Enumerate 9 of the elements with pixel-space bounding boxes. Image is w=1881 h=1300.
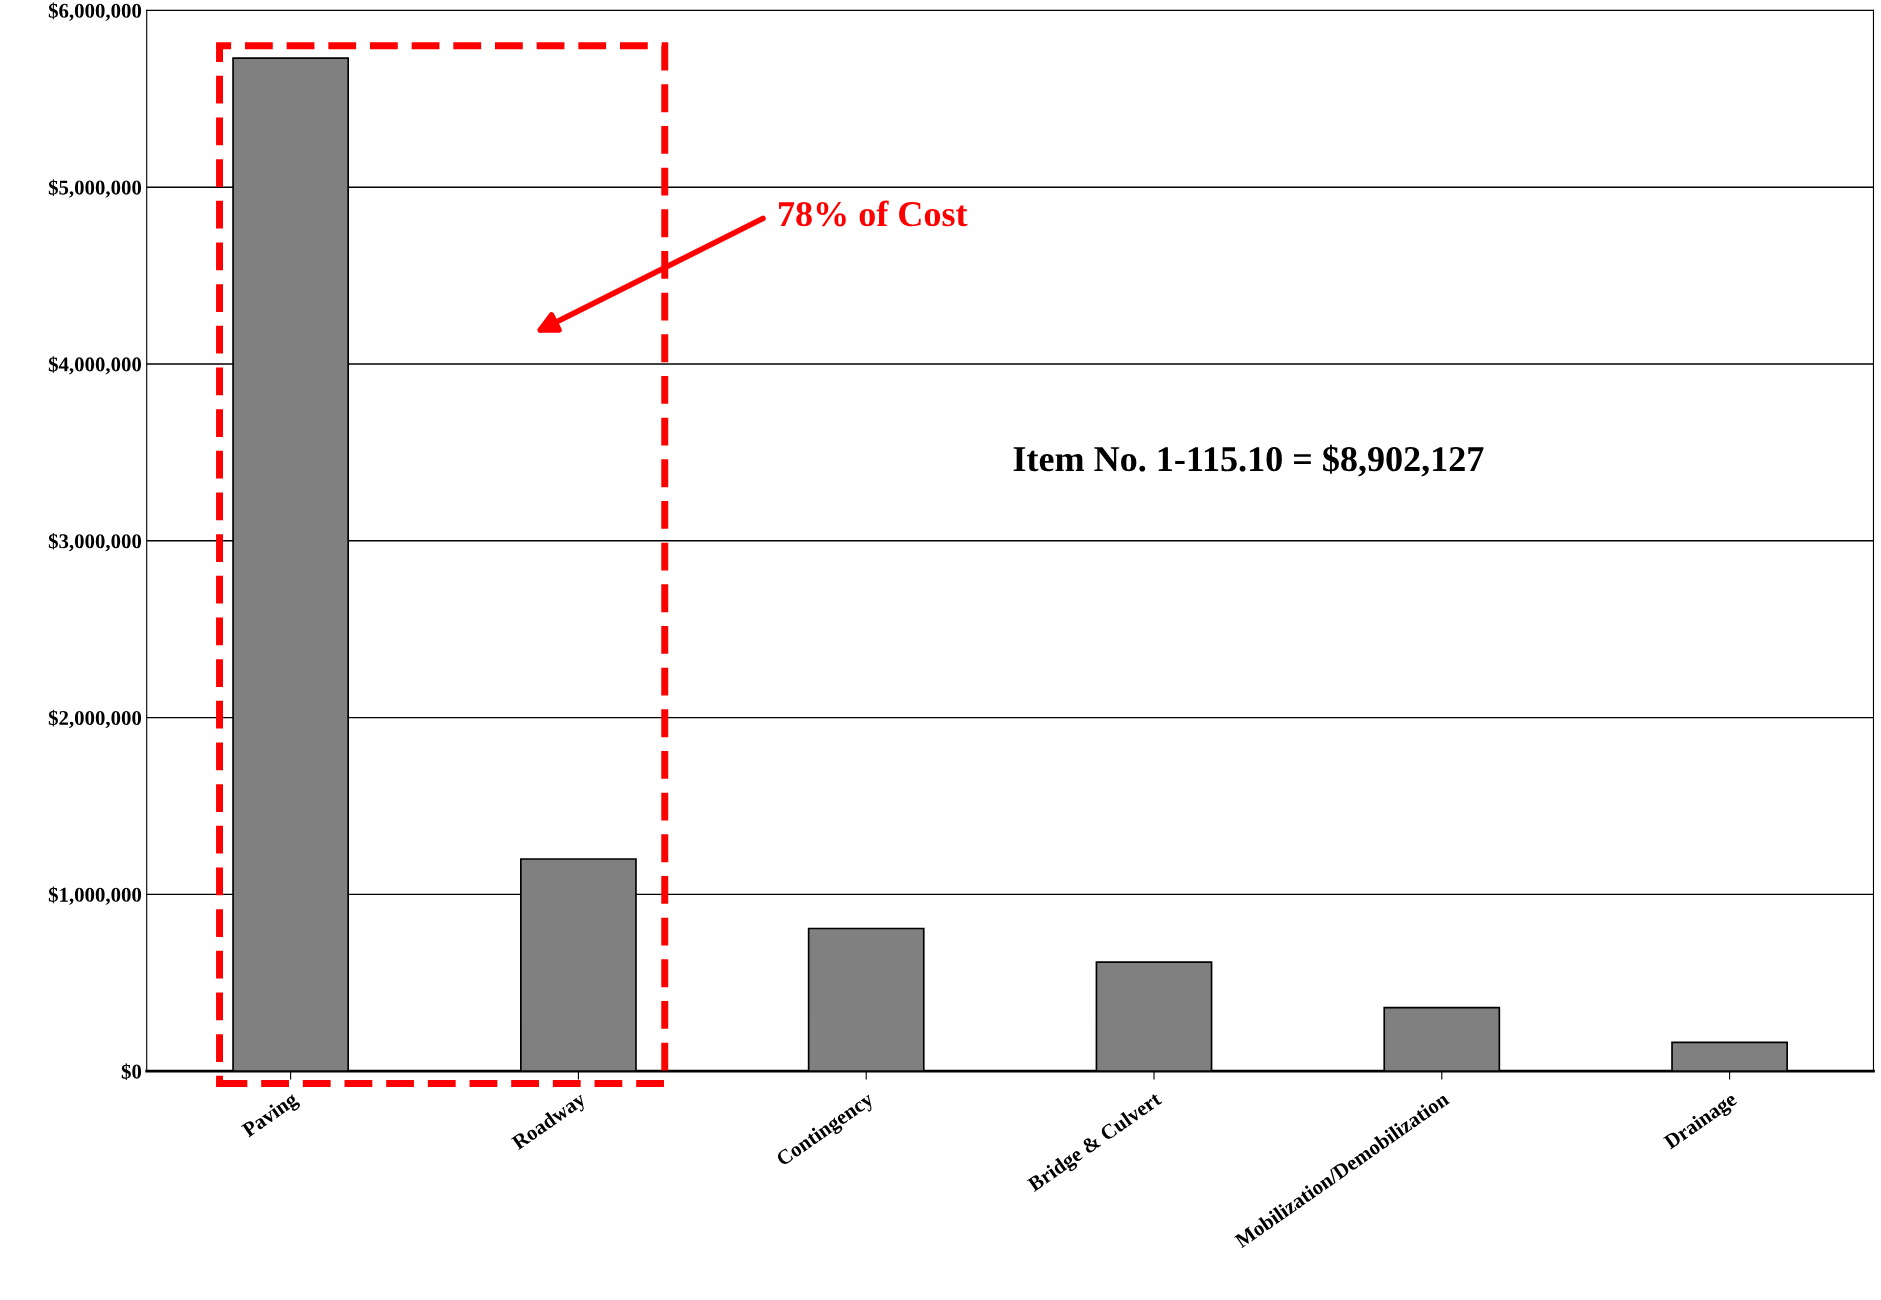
y-tick-label: $2,000,000 [48,709,142,729]
annotation: 78% of Cost [779,200,968,227]
y-tick-label: $0 [121,1063,142,1081]
y-tick-label: $1,000,000 [48,886,142,905]
y-tick-label: $4,000,000 [48,356,142,375]
y-tick-label: $6,000,000 [48,2,142,21]
y-tick-label: $3,000,000 [48,532,142,552]
annotation: Item No. 1-115.10 = $8,902,127 [1013,444,1484,477]
y-tick-label: $5,000,000 [48,179,142,198]
